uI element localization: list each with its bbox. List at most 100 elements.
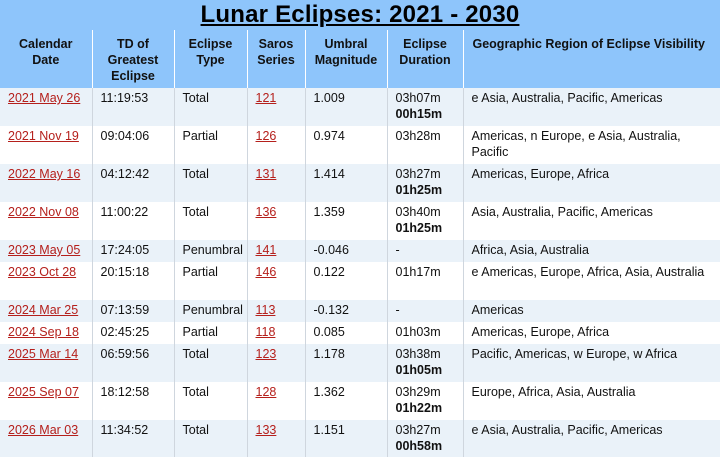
cell-magnitude: -0.046 (305, 240, 388, 262)
cell-duration: 03h07m 00h15m (387, 88, 464, 126)
cell-type: Penumbral (174, 240, 248, 262)
date-link[interactable]: 2023 May 05 (8, 243, 81, 257)
saros-link[interactable]: 133 (255, 423, 277, 437)
cell-duration: 03h27m 01h25m (387, 164, 464, 202)
eclipse-table: Calendar Date TD of Greatest Eclipse Ecl… (0, 30, 720, 457)
cell-td: 11:19:53 (92, 88, 175, 126)
cell-magnitude: 1.362 (305, 382, 388, 420)
cell-region: Americas, Europe, Africa (463, 322, 720, 344)
saros-link[interactable]: 123 (255, 347, 277, 361)
cell-td: 18:12:58 (92, 382, 175, 420)
cell-region: Americas (463, 300, 720, 322)
cell-duration: 03h27m 00h58m (387, 420, 464, 457)
cell-magnitude: 0.974 (305, 126, 388, 164)
cell-date: 2026 Mar 03 (0, 420, 93, 457)
header-geographic-region: Geographic Region of Eclipse Visibility (463, 30, 720, 88)
cell-type: Total (174, 202, 248, 240)
cell-date: 2024 Mar 25 (0, 300, 93, 322)
table-row: 2025 Sep 07 18:12:58 Total 128 1.362 03h29m 01… (0, 382, 720, 420)
cell-duration: 01h17m (387, 262, 464, 300)
cell-type: Partial (174, 126, 248, 164)
date-link[interactable]: 2022 Nov 08 (8, 205, 79, 219)
duration-partial: 03h40m (395, 205, 441, 219)
saros-link[interactable]: 118 (255, 325, 276, 339)
cell-saros: 141 (247, 240, 306, 262)
cell-region: e Asia, Australia, Pacific, Americas (463, 88, 720, 126)
cell-duration: 03h28m (387, 126, 464, 164)
date-link[interactable]: 2024 Mar 25 (8, 303, 79, 317)
cell-date: 2025 Mar 14 (0, 344, 93, 382)
cell-td: 04:12:42 (92, 164, 175, 202)
cell-region: e Asia, Australia, Pacific, Americas (463, 420, 720, 457)
saros-link[interactable]: 131 (255, 167, 277, 181)
date-link[interactable]: 2025 Mar 14 (8, 347, 79, 361)
date-link[interactable]: 2021 Nov 19 (8, 129, 79, 143)
cell-region: Asia, Australia, Pacific, Americas (463, 202, 720, 240)
header-umbral-magnitude: Umbral Magnitude (305, 30, 388, 88)
cell-region: Americas, Europe, Africa (463, 164, 720, 202)
duration-total: 00h58m (395, 439, 443, 453)
cell-magnitude: 1.178 (305, 344, 388, 382)
cell-region: Pacific, Americas, w Europe, w Africa (463, 344, 720, 382)
cell-region: e Americas, Europe, Africa, Asia, Austra… (463, 262, 720, 300)
cell-saros: 118 (247, 322, 306, 344)
date-link[interactable]: 2022 May 16 (8, 167, 81, 181)
cell-duration: 03h38m 01h05m (387, 344, 464, 382)
cell-td: 09:04:06 (92, 126, 175, 164)
title-bar: Lunar Eclipses: 2021 - 2030 (0, 0, 720, 30)
duration-total: 00h15m (395, 107, 443, 121)
cell-duration: - (387, 240, 464, 262)
cell-magnitude: 0.122 (305, 262, 388, 300)
saros-link[interactable]: 136 (255, 205, 277, 219)
cell-type: Total (174, 164, 248, 202)
header-td-greatest-eclipse: TD of Greatest Eclipse (92, 30, 175, 88)
cell-region: Europe, Africa, Asia, Australia (463, 382, 720, 420)
table-row: 2024 Mar 25 07:13:59 Penumbral 113 -0.132- Am… (0, 300, 720, 322)
page-title: Lunar Eclipses: 2021 - 2030 (200, 1, 520, 28)
table-row: 2022 May 16 04:12:42 Total 131 1.414 03h27m 01… (0, 164, 720, 202)
duration-partial: 03h27m (395, 167, 441, 181)
cell-duration: - (387, 300, 464, 322)
cell-saros: 121 (247, 88, 306, 126)
duration-partial: 03h28m (395, 129, 441, 143)
cell-saros: 146 (247, 262, 306, 300)
cell-type: Partial (174, 262, 248, 300)
date-link[interactable]: 2023 Oct 28 (8, 265, 77, 279)
duration-total: 01h22m (395, 401, 443, 415)
cell-saros: 128 (247, 382, 306, 420)
header-eclipse-duration: Eclipse Duration (387, 30, 464, 88)
saros-link[interactable]: 126 (255, 129, 277, 143)
cell-type: Total (174, 88, 248, 126)
duration-partial: 03h38m (395, 347, 441, 361)
saros-link[interactable]: 113 (255, 303, 276, 317)
table-row: 2023 May 05 17:24:05 Penumbral 141 -0.046- Af… (0, 240, 720, 262)
cell-date: 2021 May 26 (0, 88, 93, 126)
date-link[interactable]: 2026 Mar 03 (8, 423, 79, 437)
cell-saros: 113 (247, 300, 306, 322)
saros-link[interactable]: 141 (255, 243, 277, 257)
table-row: 2022 Nov 08 11:00:22 Total 136 1.359 03h40m 01… (0, 202, 720, 240)
cell-date: 2022 May 16 (0, 164, 93, 202)
header-saros-series: Saros Series (247, 30, 306, 88)
cell-type: Penumbral (174, 300, 248, 322)
saros-link[interactable]: 121 (255, 91, 277, 105)
duration-partial: 03h29m (395, 385, 441, 399)
cell-type: Partial (174, 322, 248, 344)
date-link[interactable]: 2024 Sep 18 (8, 325, 79, 339)
table-row: 2021 May 26 11:19:53 Total 121 1.009 03h07m 00… (0, 88, 720, 126)
cell-magnitude: 1.414 (305, 164, 388, 202)
saros-link[interactable]: 128 (255, 385, 277, 399)
duration-partial: 03h07m (395, 91, 441, 105)
saros-link[interactable]: 146 (255, 265, 277, 279)
duration-total: 01h05m (395, 363, 443, 377)
cell-region: Africa, Asia, Australia (463, 240, 720, 262)
date-link[interactable]: 2021 May 26 (8, 91, 81, 105)
cell-magnitude: 0.085 (305, 322, 388, 344)
cell-td: 11:34:52 (92, 420, 175, 457)
cell-date: 2022 Nov 08 (0, 202, 93, 240)
date-link[interactable]: 2025 Sep 07 (8, 385, 79, 399)
table-row: 2024 Sep 18 02:45:25 Partial 118 0.085 01h03m… (0, 322, 720, 344)
header-eclipse-type: Eclipse Type (174, 30, 248, 88)
header-calendar-date: Calendar Date (0, 30, 93, 88)
